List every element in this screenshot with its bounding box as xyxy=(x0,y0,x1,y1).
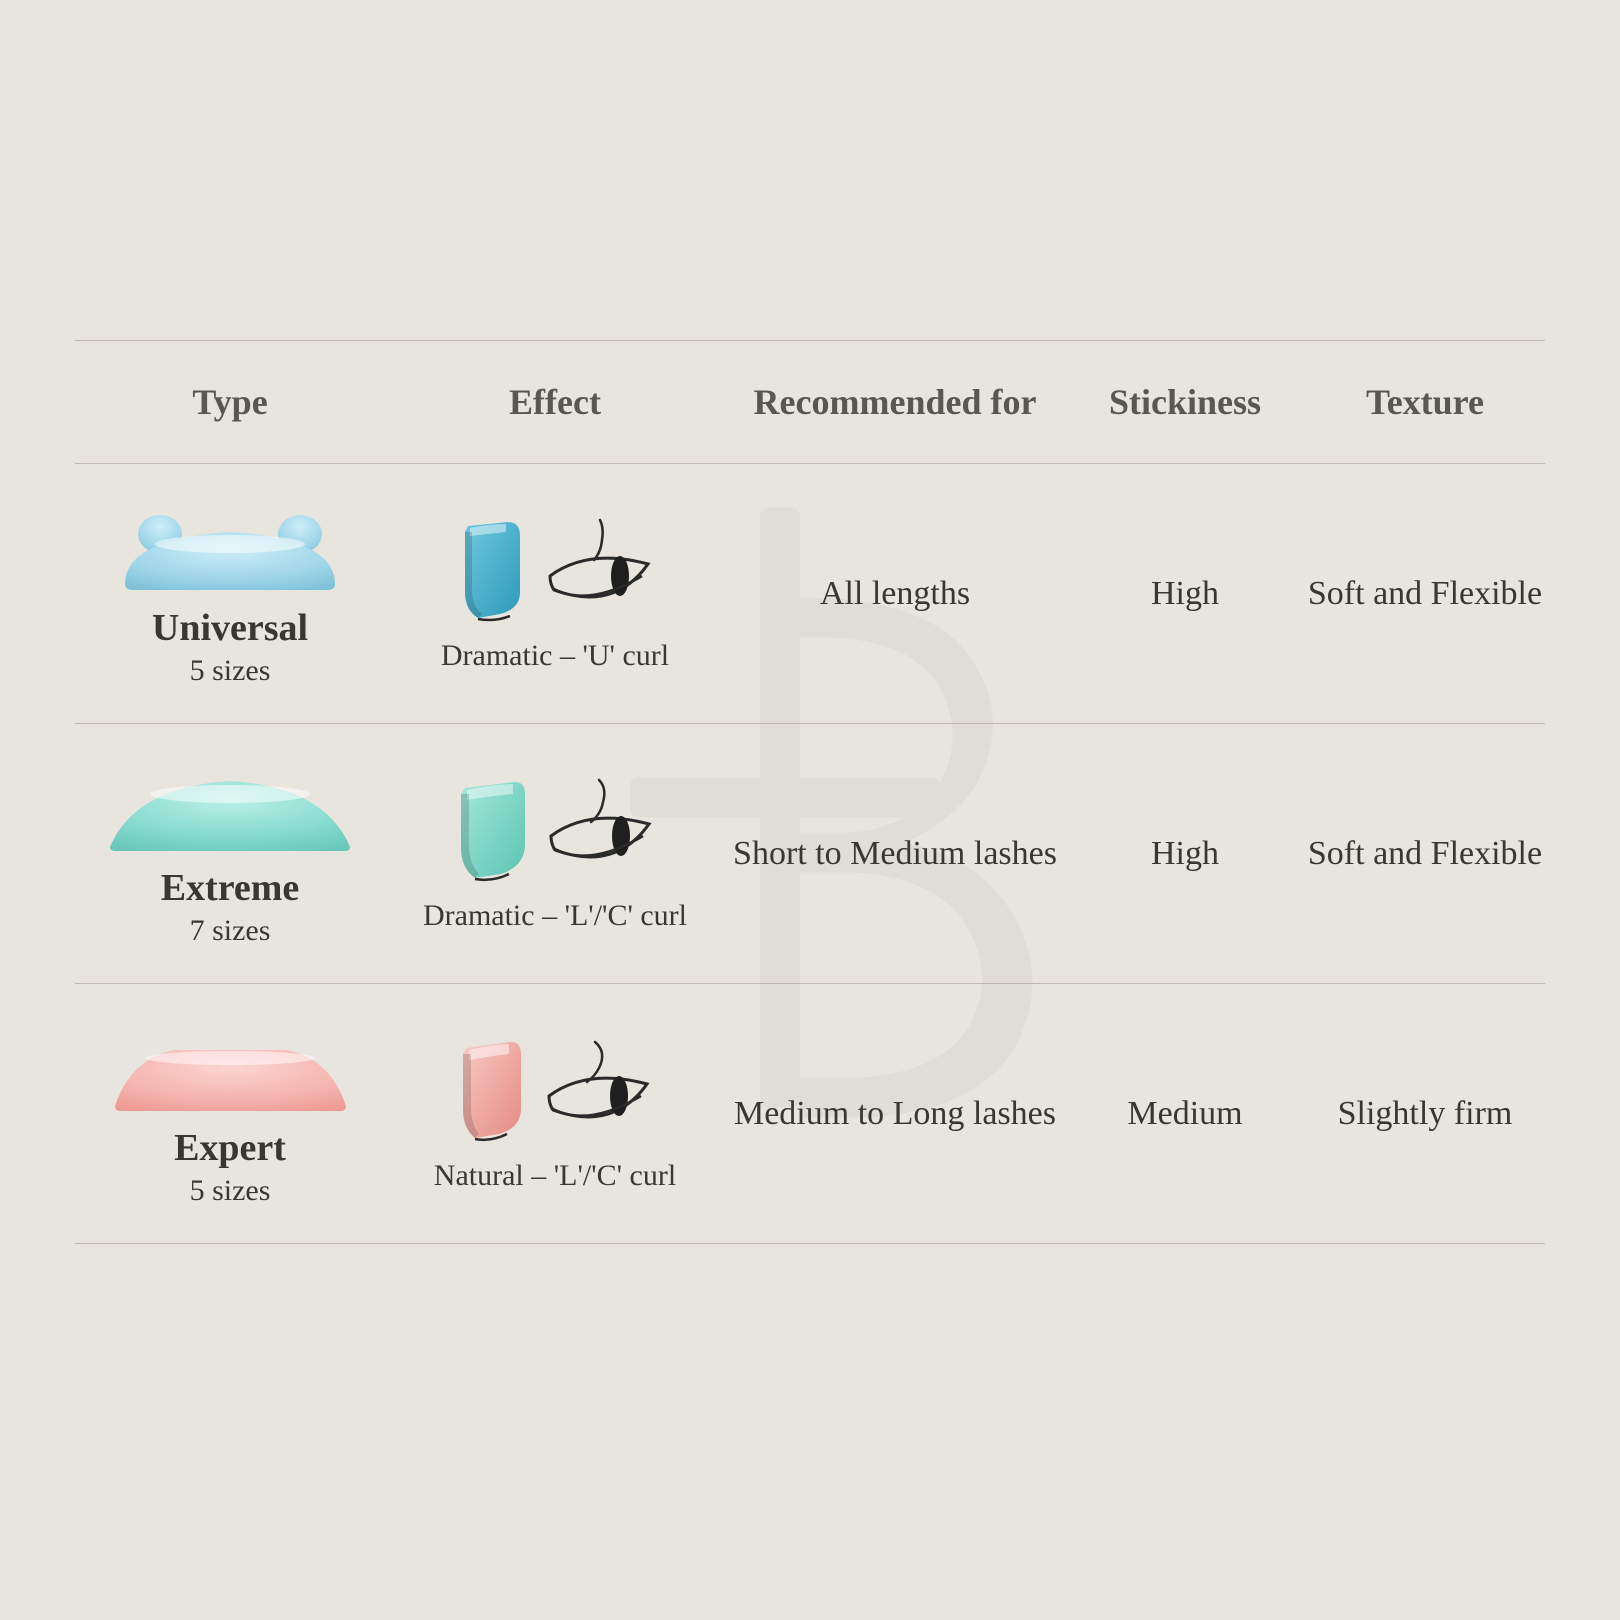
shield-icon-extreme xyxy=(75,759,385,854)
effect-visual xyxy=(385,514,725,624)
eye-icon xyxy=(539,1034,659,1144)
type-sizes: 5 sizes xyxy=(75,654,385,688)
shield-icon-universal xyxy=(75,499,385,594)
effect-label: Dramatic – 'L'/'C' curl xyxy=(385,899,725,933)
header-effect: Effect xyxy=(385,381,725,423)
shield-icon-expert xyxy=(75,1019,385,1114)
type-sizes: 7 sizes xyxy=(75,914,385,948)
header-recommended: Recommended for xyxy=(725,381,1065,423)
eye-icon xyxy=(541,774,661,884)
effect-label: Dramatic – 'U' curl xyxy=(385,639,725,673)
header-texture: Texture xyxy=(1305,381,1545,423)
type-name: Universal xyxy=(75,606,385,650)
type-sizes: 5 sizes xyxy=(75,1174,385,1208)
recommended-text: Short to Medium lashes xyxy=(725,831,1065,877)
table-divider xyxy=(75,1243,1545,1244)
effect-visual xyxy=(385,774,725,884)
texture-text: Slightly firm xyxy=(1305,1091,1545,1137)
table-header-row: Type Effect Recommended for Stickiness T… xyxy=(75,341,1545,463)
header-stickiness: Stickiness xyxy=(1065,381,1305,423)
recommended-text: Medium to Long lashes xyxy=(725,1091,1065,1137)
table-row: Extreme 7 sizes xyxy=(75,724,1545,983)
texture-text: Soft and Flexible xyxy=(1305,571,1545,617)
type-name: Extreme xyxy=(75,866,385,910)
header-type: Type xyxy=(75,381,385,423)
eye-icon xyxy=(540,514,660,624)
stickiness-text: Medium xyxy=(1065,1091,1305,1137)
texture-text: Soft and Flexible xyxy=(1305,831,1545,877)
table-row: Universal 5 sizes xyxy=(75,464,1545,723)
recommended-text: All lengths xyxy=(725,571,1065,617)
stickiness-text: High xyxy=(1065,831,1305,877)
type-name: Expert xyxy=(75,1126,385,1170)
stickiness-text: High xyxy=(1065,571,1305,617)
effect-visual xyxy=(385,1034,725,1144)
comparison-table: Type Effect Recommended for Stickiness T… xyxy=(75,340,1545,1244)
table-row: Expert 5 sizes xyxy=(75,984,1545,1243)
effect-label: Natural – 'L'/'C' curl xyxy=(385,1159,725,1193)
